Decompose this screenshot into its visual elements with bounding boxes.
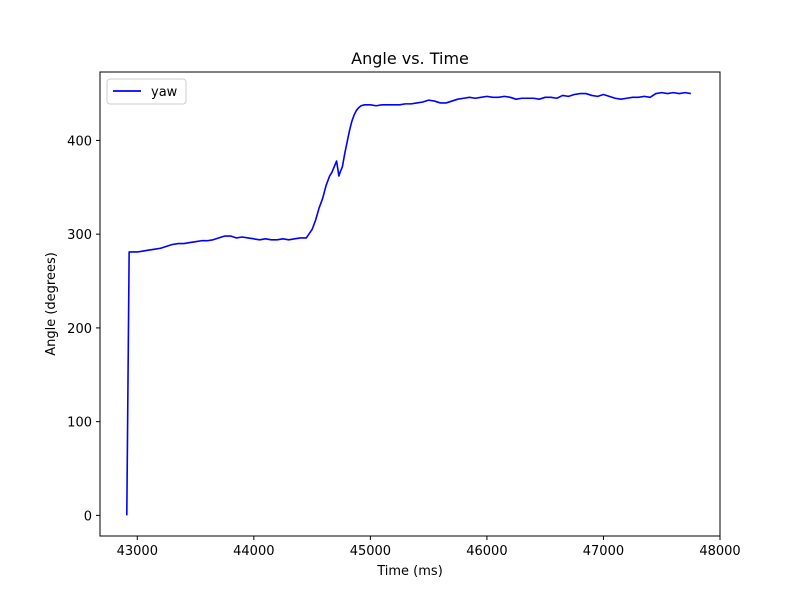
x-tick-label: 48000 <box>699 544 740 559</box>
y-tick-label: 0 <box>84 509 92 524</box>
x-tick-label: 46000 <box>466 544 507 559</box>
legend: yaw <box>106 78 187 105</box>
y-axis-label: Angle (degrees) <box>44 252 59 356</box>
x-tick-label: 43000 <box>117 544 158 559</box>
series-line-yaw <box>126 91 691 516</box>
y-tick-label: 300 <box>67 228 92 243</box>
axis-ticks: 43000 44000 45000 46000 47000 48000 0 100 200 300… <box>67 134 741 559</box>
y-tick-label: 100 <box>67 416 92 431</box>
legend-box <box>106 78 187 105</box>
x-tick-label: 45000 <box>350 544 391 559</box>
x-tick-label: 44000 <box>233 544 274 559</box>
chart-title: Angle vs. Time <box>351 49 469 68</box>
plot-frame <box>99 71 721 537</box>
x-tick-label: 47000 <box>583 544 624 559</box>
y-tick-label: 400 <box>67 134 92 149</box>
series-layer <box>126 91 691 516</box>
legend-label-yaw: yaw <box>151 85 178 100</box>
x-axis-label: Time (ms) <box>376 564 443 579</box>
y-tick-label: 200 <box>67 322 92 337</box>
